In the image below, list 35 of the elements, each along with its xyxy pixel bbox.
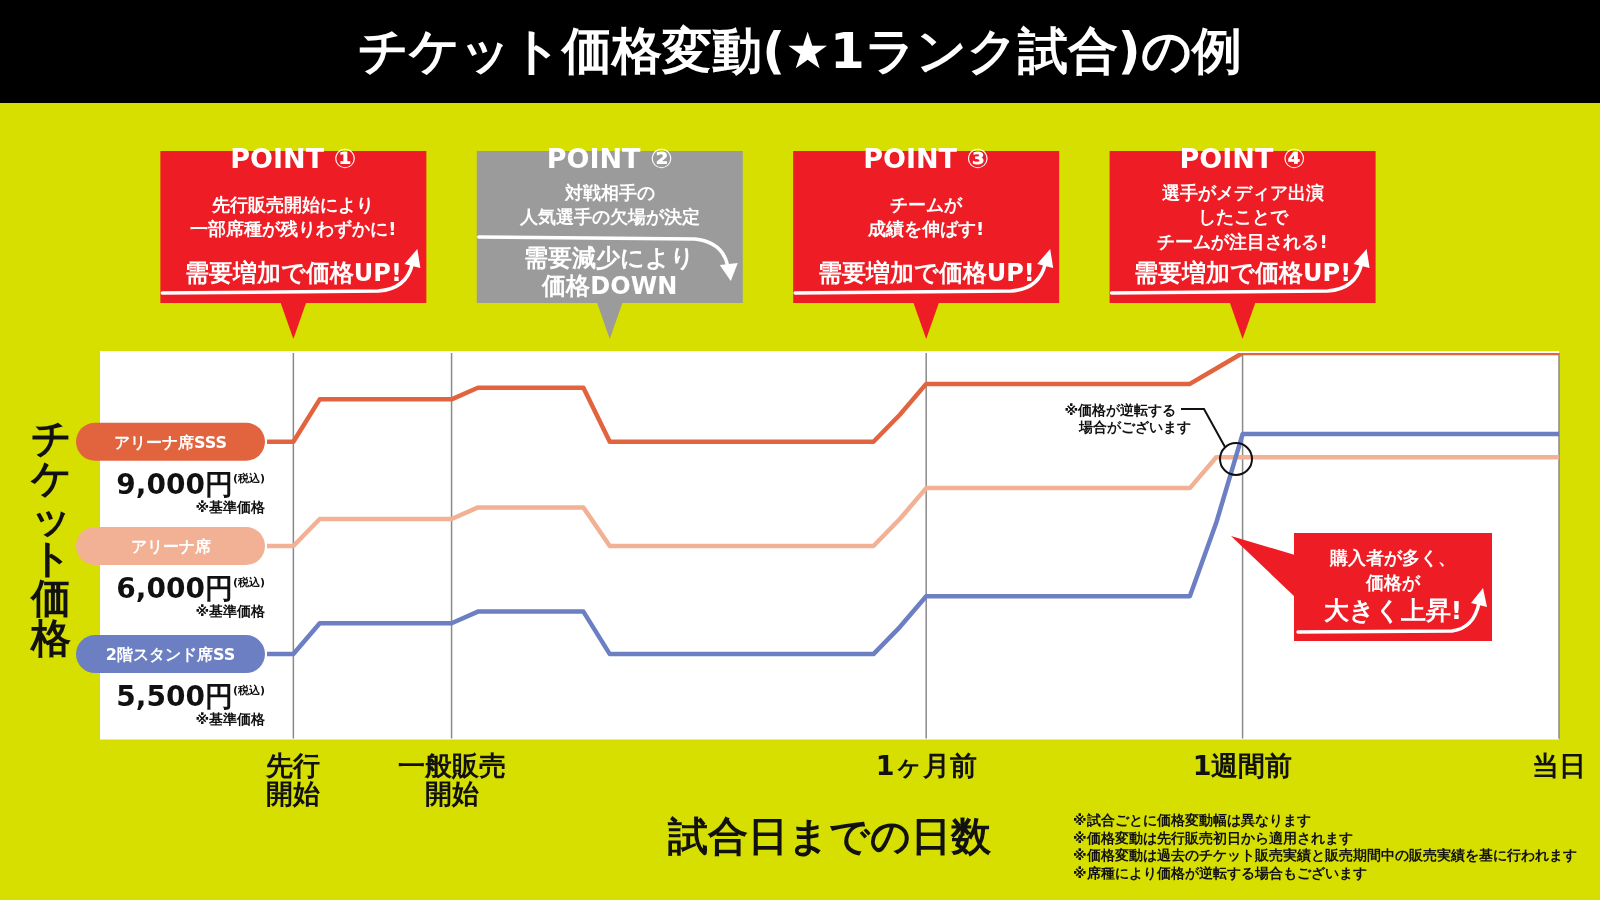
annotation: ※基準価格 [195, 711, 266, 728]
text: 需要減少により価格DOWN [524, 244, 696, 300]
x-tick-label: 一般販売開始 [397, 750, 506, 809]
annotation: 大きく上昇! [1323, 596, 1463, 625]
annotation: 購入者が多く、価格が [1329, 547, 1456, 593]
text: ※席種により価格が逆転する場合もございます [1073, 865, 1367, 882]
series-label: 2階スタンド席SS [105, 645, 236, 665]
annotation: ※基準価格 [195, 498, 266, 515]
chart-title: チケット価格変動(★1ランク試合)の例 [0, 0, 1600, 103]
text: POINT ① [230, 143, 357, 174]
text: POINT ③ [863, 143, 990, 174]
text: POINT ④ [1179, 143, 1306, 174]
x-tick-label: 当日 [1532, 750, 1586, 781]
x-axis-title: 試合日までの日数 [668, 813, 991, 859]
x-tick-label: 1ヶ月前 [875, 750, 977, 781]
text: ※価格変動は過去のチケット販売実績と販売期間中の販売実績を基に行われます [1073, 847, 1577, 864]
text: ※価格変動は先行販売初日から適用されます [1073, 829, 1353, 846]
text: 選手がメディア出演したことでチームが注目される! [1157, 181, 1328, 252]
annotation: ※基準価格 [195, 603, 266, 619]
text: POINT ② [546, 143, 673, 174]
text: 需要増加で価格UP! [1134, 259, 1352, 287]
text: 需要増加で価格UP! [817, 259, 1035, 287]
annotation: ※価格が逆転する場合がございます [1064, 402, 1191, 435]
annotation: 9,000円$^{(税込)}$ [116, 467, 265, 501]
y-axis-title: チケット価格 [29, 415, 72, 661]
annotation: 6,000円$^{(税込)}$ [116, 572, 265, 605]
text: アリーナ席SSS [113, 432, 228, 452]
text: アリーナ席 [130, 537, 211, 556]
text: 対戦相手の人気選手の欠場が決定 [518, 181, 700, 228]
text: 先行販売開始により一部席種が残りわずかに! [190, 193, 397, 241]
text: ※試合ごとに価格変動幅は異なります [1073, 812, 1311, 828]
text: 需要増加で価格UP! [184, 259, 402, 287]
text: チームが成績を伸ばす! [867, 193, 985, 240]
x-tick-label: 1週間前 [1192, 750, 1293, 781]
x-tick-label: 先行開始 [265, 750, 321, 809]
